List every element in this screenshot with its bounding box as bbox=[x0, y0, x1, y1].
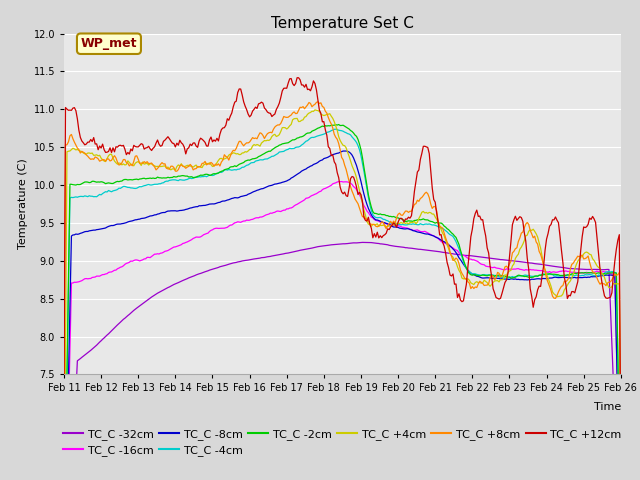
TC_C +4cm bbox=[574, 258, 582, 264]
TC_C +8cm bbox=[282, 114, 289, 120]
TC_C +4cm bbox=[617, 444, 625, 450]
TC_C +4cm bbox=[185, 163, 193, 168]
TC_C -4cm bbox=[574, 272, 582, 278]
TC_C -32cm bbox=[371, 240, 378, 246]
TC_C +12cm bbox=[293, 75, 301, 81]
TC_C -16cm bbox=[574, 270, 582, 276]
TC_C -16cm bbox=[609, 271, 617, 277]
TC_C +12cm bbox=[617, 463, 625, 469]
TC_C -4cm bbox=[371, 214, 378, 219]
TC_C +12cm bbox=[282, 85, 289, 91]
TC_C +12cm bbox=[609, 272, 617, 278]
Line: TC_C -2cm: TC_C -2cm bbox=[64, 124, 621, 480]
TC_C -32cm bbox=[362, 240, 369, 245]
TC_C -4cm bbox=[332, 126, 340, 132]
TC_C +8cm bbox=[371, 222, 378, 228]
TC_C -32cm bbox=[609, 379, 617, 384]
TC_C -4cm bbox=[185, 176, 193, 181]
TC_C -16cm bbox=[338, 179, 346, 184]
TC_C -2cm bbox=[371, 211, 378, 216]
TC_C +12cm bbox=[185, 145, 193, 151]
TC_C +4cm bbox=[609, 280, 617, 286]
TC_C -8cm bbox=[340, 148, 348, 154]
TC_C +4cm bbox=[421, 210, 429, 216]
TC_C +8cm bbox=[185, 164, 193, 169]
TC_C +8cm bbox=[574, 253, 582, 259]
TC_C -2cm bbox=[185, 174, 193, 180]
TC_C -8cm bbox=[185, 206, 193, 212]
Line: TC_C +12cm: TC_C +12cm bbox=[64, 78, 621, 466]
TC_C -2cm bbox=[335, 121, 342, 127]
TC_C -16cm bbox=[421, 228, 429, 234]
TC_C +4cm bbox=[311, 107, 319, 113]
Line: TC_C -4cm: TC_C -4cm bbox=[64, 129, 621, 480]
TC_C -16cm bbox=[371, 216, 378, 222]
TC_C -8cm bbox=[421, 231, 429, 237]
TC_C -32cm bbox=[574, 266, 582, 272]
Line: TC_C -8cm: TC_C -8cm bbox=[64, 151, 621, 480]
TC_C +12cm bbox=[421, 144, 429, 149]
TC_C -2cm bbox=[609, 270, 617, 276]
TC_C +8cm bbox=[421, 191, 429, 196]
TC_C +8cm bbox=[609, 274, 617, 280]
TC_C -8cm bbox=[609, 273, 617, 278]
TC_C +12cm bbox=[574, 279, 582, 285]
TC_C -4cm bbox=[282, 147, 289, 153]
TC_C -8cm bbox=[371, 216, 378, 222]
Line: TC_C -16cm: TC_C -16cm bbox=[64, 181, 621, 480]
TC_C +12cm bbox=[60, 384, 68, 390]
TC_C +8cm bbox=[314, 99, 322, 105]
Line: TC_C +4cm: TC_C +4cm bbox=[64, 110, 621, 480]
TC_C -16cm bbox=[185, 238, 193, 244]
TC_C -32cm bbox=[282, 251, 289, 256]
TC_C -2cm bbox=[282, 140, 289, 146]
TC_C +8cm bbox=[60, 406, 68, 411]
TC_C +4cm bbox=[371, 222, 378, 228]
TC_C -8cm bbox=[282, 179, 289, 184]
TC_C -4cm bbox=[609, 269, 617, 275]
TC_C -2cm bbox=[421, 217, 429, 223]
TC_C -8cm bbox=[574, 275, 582, 280]
Line: TC_C +8cm: TC_C +8cm bbox=[64, 102, 621, 480]
TC_C +4cm bbox=[282, 125, 289, 131]
Y-axis label: Temperature (C): Temperature (C) bbox=[18, 158, 28, 250]
Text: WP_met: WP_met bbox=[81, 37, 137, 50]
TC_C -4cm bbox=[421, 221, 429, 227]
Title: Temperature Set C: Temperature Set C bbox=[271, 16, 414, 31]
TC_C -32cm bbox=[421, 247, 429, 253]
TC_C -32cm bbox=[185, 275, 193, 281]
TC_C -16cm bbox=[282, 207, 289, 213]
TC_C +12cm bbox=[371, 231, 378, 237]
Line: TC_C -32cm: TC_C -32cm bbox=[64, 242, 621, 480]
Text: Time: Time bbox=[593, 402, 621, 412]
Legend: TC_C -32cm, TC_C -16cm, TC_C -8cm, TC_C -4cm, TC_C -2cm, TC_C +4cm, TC_C +8cm, T: TC_C -32cm, TC_C -16cm, TC_C -8cm, TC_C … bbox=[59, 424, 626, 460]
TC_C -2cm bbox=[574, 270, 582, 276]
